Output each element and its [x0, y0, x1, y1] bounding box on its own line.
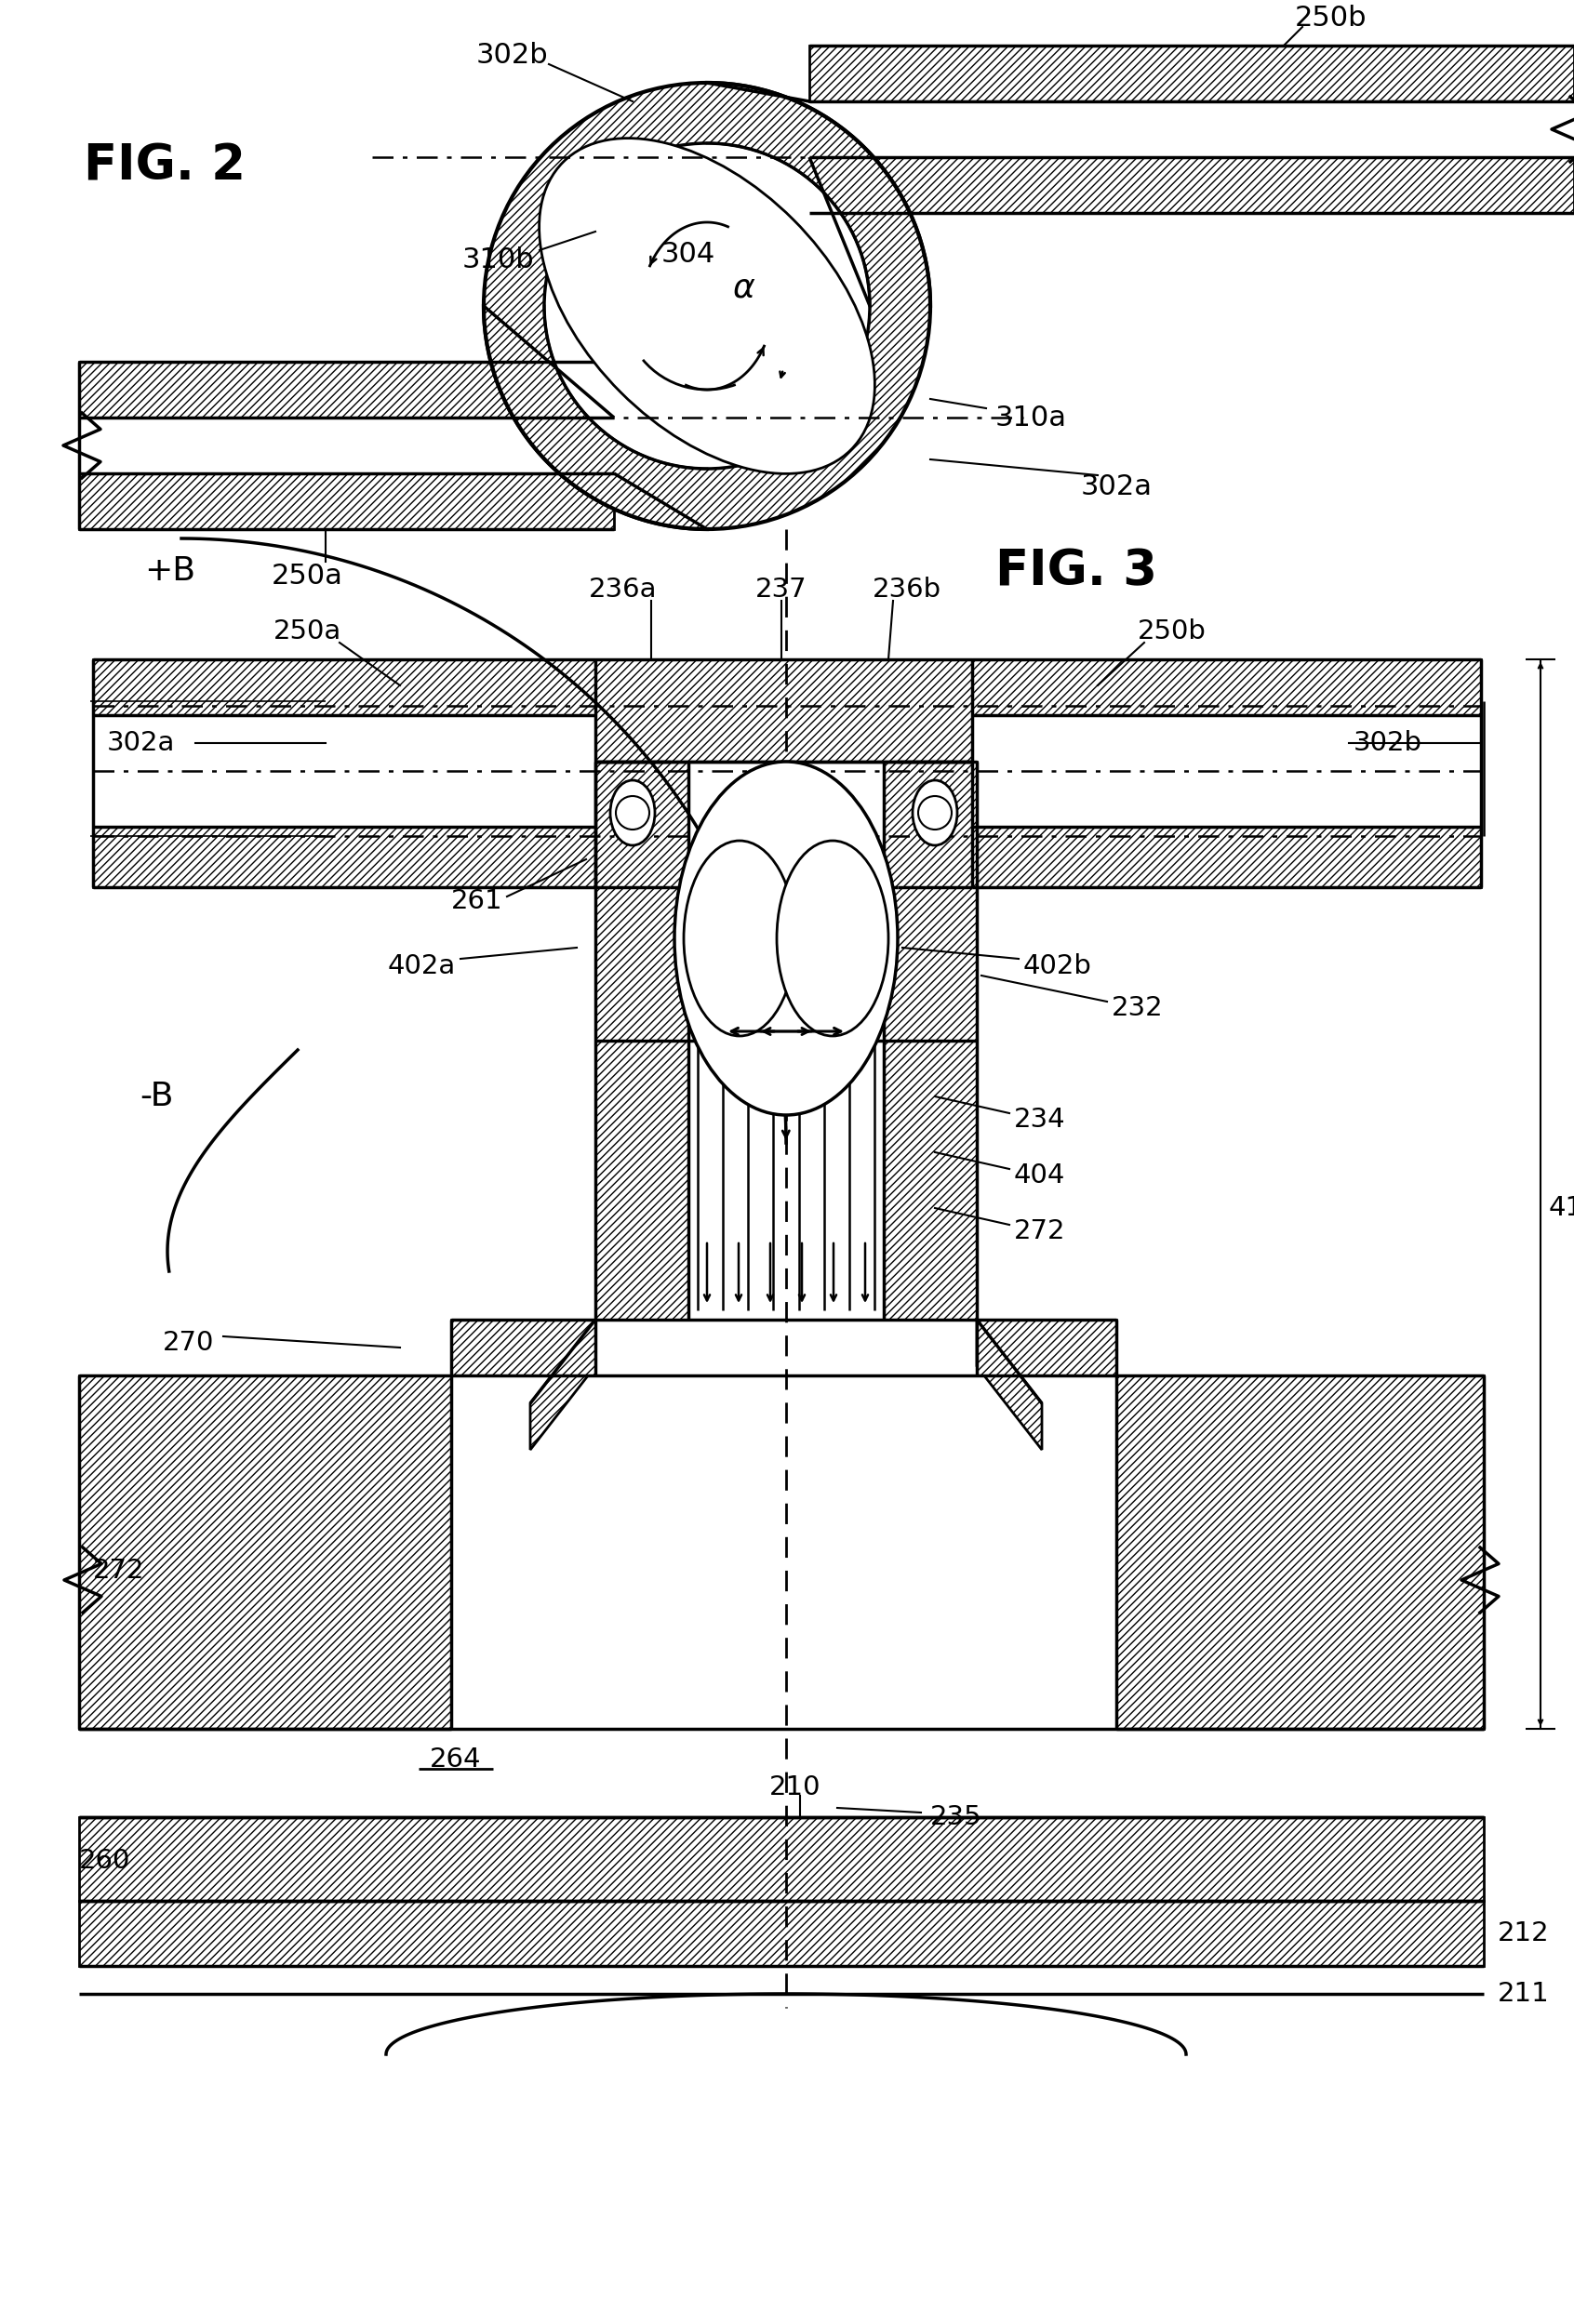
Bar: [883, 762, 977, 1041]
Text: 272: 272: [93, 1557, 145, 1583]
Text: 237: 237: [756, 576, 807, 602]
Bar: [452, 1320, 595, 1376]
Text: 402b: 402b: [1023, 953, 1092, 978]
Circle shape: [483, 84, 930, 530]
Circle shape: [918, 797, 952, 830]
Text: 250a: 250a: [272, 618, 342, 644]
Bar: [93, 827, 595, 888]
Bar: [809, 158, 1574, 214]
Ellipse shape: [913, 781, 957, 846]
Text: 302a: 302a: [1080, 474, 1152, 500]
Bar: [79, 1376, 452, 1729]
Ellipse shape: [540, 137, 875, 474]
Text: FIG. 3: FIG. 3: [995, 546, 1157, 595]
Text: 236b: 236b: [872, 576, 941, 602]
Circle shape: [545, 144, 870, 469]
Text: 211: 211: [1498, 1980, 1549, 2008]
Text: 270: 270: [162, 1329, 214, 1355]
Text: 234: 234: [1014, 1106, 1066, 1132]
Text: 264: 264: [430, 1748, 482, 1773]
Text: 404: 404: [1014, 1162, 1066, 1188]
Text: 210: 210: [770, 1776, 822, 1801]
Bar: [595, 762, 688, 1041]
Text: 250b: 250b: [1294, 5, 1366, 30]
Polygon shape: [483, 307, 707, 530]
Ellipse shape: [674, 762, 897, 1116]
Bar: [79, 1817, 1484, 1901]
Bar: [1116, 1376, 1484, 1729]
Bar: [883, 1041, 977, 1320]
Text: 310b: 310b: [461, 246, 534, 272]
Bar: [595, 762, 671, 888]
Text: 302a: 302a: [107, 730, 175, 755]
Text: 260: 260: [79, 1848, 131, 1873]
Text: 402a: 402a: [387, 953, 456, 978]
Text: 272: 272: [1014, 1218, 1066, 1243]
Text: 250b: 250b: [1138, 618, 1207, 644]
Text: 212: 212: [1498, 1920, 1549, 1948]
Bar: [977, 1320, 1116, 1376]
Bar: [595, 660, 973, 762]
Text: 304: 304: [661, 242, 716, 267]
Ellipse shape: [776, 841, 888, 1037]
Text: 250a: 250a: [271, 562, 343, 590]
Text: 232: 232: [1111, 995, 1163, 1020]
Bar: [973, 827, 1481, 888]
Bar: [93, 660, 595, 716]
Text: 261: 261: [450, 888, 502, 913]
Bar: [595, 1041, 688, 1320]
Bar: [809, 46, 1574, 102]
Text: -B: -B: [140, 1081, 173, 1113]
Text: $\alpha$: $\alpha$: [732, 272, 756, 302]
Ellipse shape: [611, 781, 655, 846]
Polygon shape: [707, 84, 930, 307]
Bar: [79, 1901, 1484, 1966]
Text: 410: 410: [1549, 1195, 1574, 1220]
Bar: [897, 762, 973, 888]
Text: FIG. 2: FIG. 2: [83, 142, 246, 191]
Bar: [79, 363, 614, 418]
Ellipse shape: [683, 841, 795, 1037]
Text: 310a: 310a: [995, 404, 1067, 430]
Polygon shape: [977, 1320, 1042, 1450]
Polygon shape: [530, 1320, 595, 1450]
Bar: [79, 474, 614, 530]
Text: +B: +B: [145, 555, 195, 588]
Circle shape: [615, 797, 650, 830]
Text: 302b: 302b: [475, 42, 548, 67]
Text: 235: 235: [930, 1803, 982, 1831]
Text: 236a: 236a: [589, 576, 658, 602]
Bar: [973, 660, 1481, 716]
Text: 302b: 302b: [1354, 730, 1423, 755]
